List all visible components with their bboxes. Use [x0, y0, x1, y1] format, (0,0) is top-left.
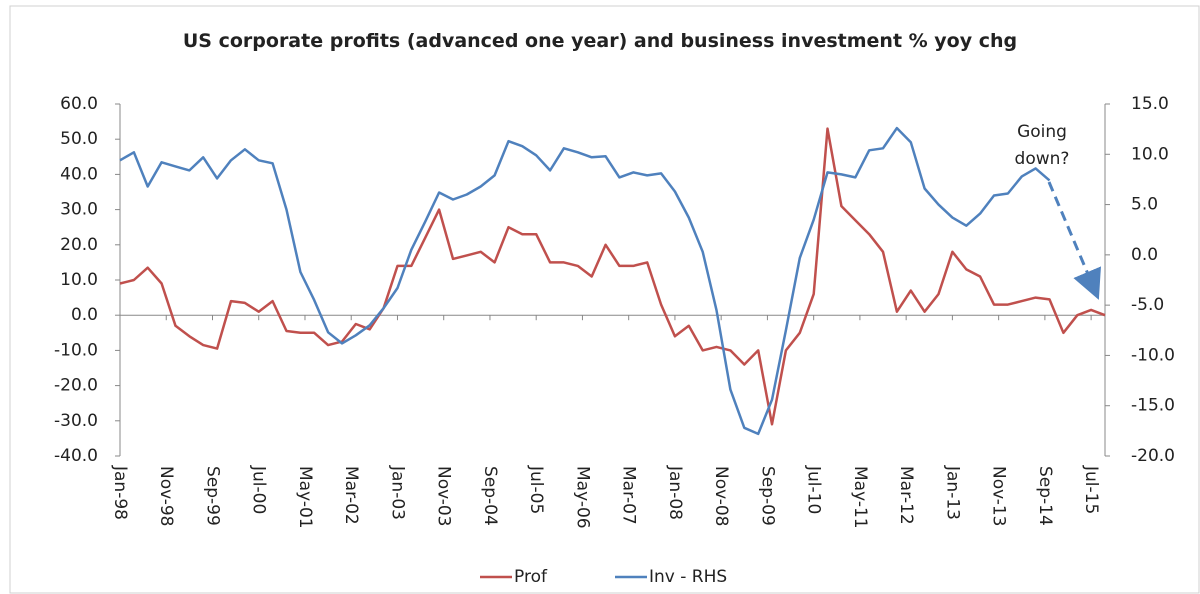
x-tick-label: May-11	[850, 466, 870, 529]
legend-label: Inv - RHS	[649, 567, 727, 587]
y2-tick-label: 5.0	[1131, 195, 1158, 215]
x-tick-label: May-06	[572, 466, 592, 529]
x-tick-label: Jan-08	[665, 465, 685, 520]
y-tick-label: 10.0	[60, 270, 98, 290]
x-tick-label: Mar-07	[619, 466, 639, 525]
y-tick-label: 0.0	[71, 305, 98, 325]
x-tick-label: Nov-13	[989, 466, 1009, 526]
annotation-line: down?	[1015, 149, 1070, 169]
y2-tick-label: -15.0	[1131, 396, 1175, 416]
x-tick-label: Jul-15	[1081, 465, 1101, 514]
annotation: Going down?	[1015, 122, 1070, 169]
x-tick-label: Mar-12	[896, 466, 916, 525]
x-tick-label: Jan-13	[942, 465, 962, 520]
y-tick-label: 30.0	[60, 200, 98, 220]
y-tick-label: -40.0	[54, 446, 98, 466]
y2-tick-label: 15.0	[1131, 94, 1169, 114]
x-tick-label: Sep-14	[1035, 466, 1055, 526]
x-tick-label: Jul-05	[526, 465, 546, 514]
series-line	[119, 126, 1051, 436]
x-tick-label: May-01	[295, 466, 315, 529]
x-tick-label: Mar-02	[341, 466, 361, 525]
y-tick-label: 60.0	[60, 94, 98, 114]
y-tick-label: 20.0	[60, 235, 98, 255]
x-tick-label: Jan-98	[110, 465, 130, 520]
x-tick-label: Nov-08	[711, 466, 731, 527]
series-line	[119, 127, 1106, 426]
y-tick-label: -20.0	[54, 376, 98, 396]
y-tick-label: 50.0	[60, 129, 98, 149]
y2-tick-label: -5.0	[1131, 295, 1164, 315]
y2-tick-label: 10.0	[1131, 144, 1169, 164]
x-tick-label: Nov-98	[156, 466, 176, 527]
x-tick-label: Sep-04	[480, 466, 500, 526]
x-tick-label: Jul-10	[804, 465, 824, 514]
x-tick-label: Sep-09	[757, 466, 777, 526]
legend-label: Prof	[514, 567, 548, 587]
x-tick-label: Jan-03	[387, 465, 407, 520]
y2-tick-label: -10.0	[1131, 345, 1175, 365]
y-tick-label: -30.0	[54, 411, 98, 431]
y-tick-label: 40.0	[60, 164, 98, 184]
y2-tick-label: -20.0	[1131, 446, 1175, 466]
chart-title: US corporate profits (advanced one year)…	[182, 30, 1018, 52]
x-tick-label: Nov-03	[434, 466, 454, 527]
chart-border	[9, 5, 1200, 594]
y-tick-label: -10.0	[54, 340, 98, 360]
x-tick-label: Sep-99	[202, 466, 222, 526]
y2-tick-label: 0.0	[1131, 245, 1158, 265]
annotation-arrow	[1047, 181, 1101, 300]
annotation-line: Going	[1017, 122, 1067, 142]
x-tick-label: Jul-00	[249, 465, 269, 514]
